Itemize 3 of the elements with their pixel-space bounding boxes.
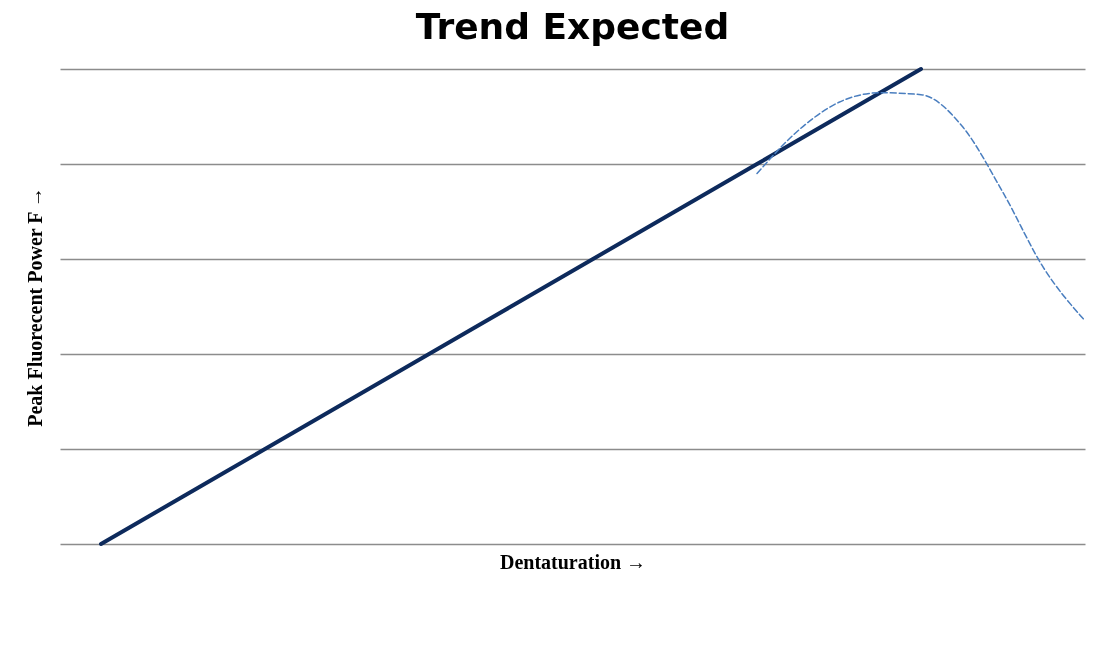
- chart-title: Trend Expected: [415, 6, 730, 47]
- x-axis-title: Dentaturation →: [499, 550, 647, 573]
- y-axis-title: Peak Fluorecent Power F →: [23, 187, 46, 427]
